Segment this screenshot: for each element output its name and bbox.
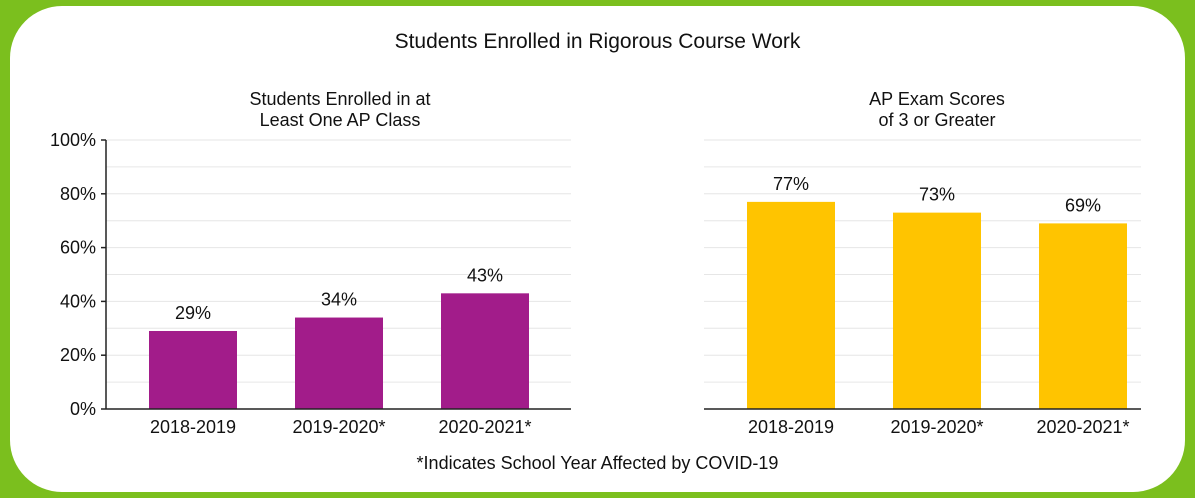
x-tick-label: 2018-2019 [748,417,834,437]
y-tick-label: 20% [60,345,96,365]
chart-card [10,6,1185,492]
x-tick-label: 2018-2019 [150,417,236,437]
x-tick-label: 2020-2021* [438,417,531,437]
bar-value-label: 77% [773,174,809,194]
y-tick-label: 80% [60,184,96,204]
subplot-title-line: AP Exam Scores [869,89,1005,109]
bar [441,293,529,409]
bar [295,317,383,409]
bar-value-label: 73% [919,185,955,205]
bar [1039,223,1127,409]
bar [149,330,237,409]
bar-value-label: 43% [467,265,503,285]
subplot-title-line: Students Enrolled in at [249,89,430,109]
x-tick-label: 2019-2020* [890,417,983,437]
bar-value-label: 29% [175,303,211,323]
x-tick-label: 2020-2021* [1036,417,1129,437]
bar [893,212,981,409]
footnote: *Indicates School Year Affected by COVID… [416,453,779,473]
y-tick-label: 0% [70,399,96,419]
y-tick-label: 40% [60,291,96,311]
y-tick-label: 60% [60,238,96,258]
main-title: Students Enrolled in Rigorous Course Wor… [394,30,801,53]
x-tick-label: 2019-2020* [292,417,385,437]
bar-value-label: 34% [321,290,357,310]
subplot-title-line: Least One AP Class [260,110,421,130]
subplot-title-line: of 3 or Greater [878,110,995,130]
bar [747,201,835,409]
bar-value-label: 69% [1065,195,1101,215]
y-tick-label: 100% [50,130,96,150]
